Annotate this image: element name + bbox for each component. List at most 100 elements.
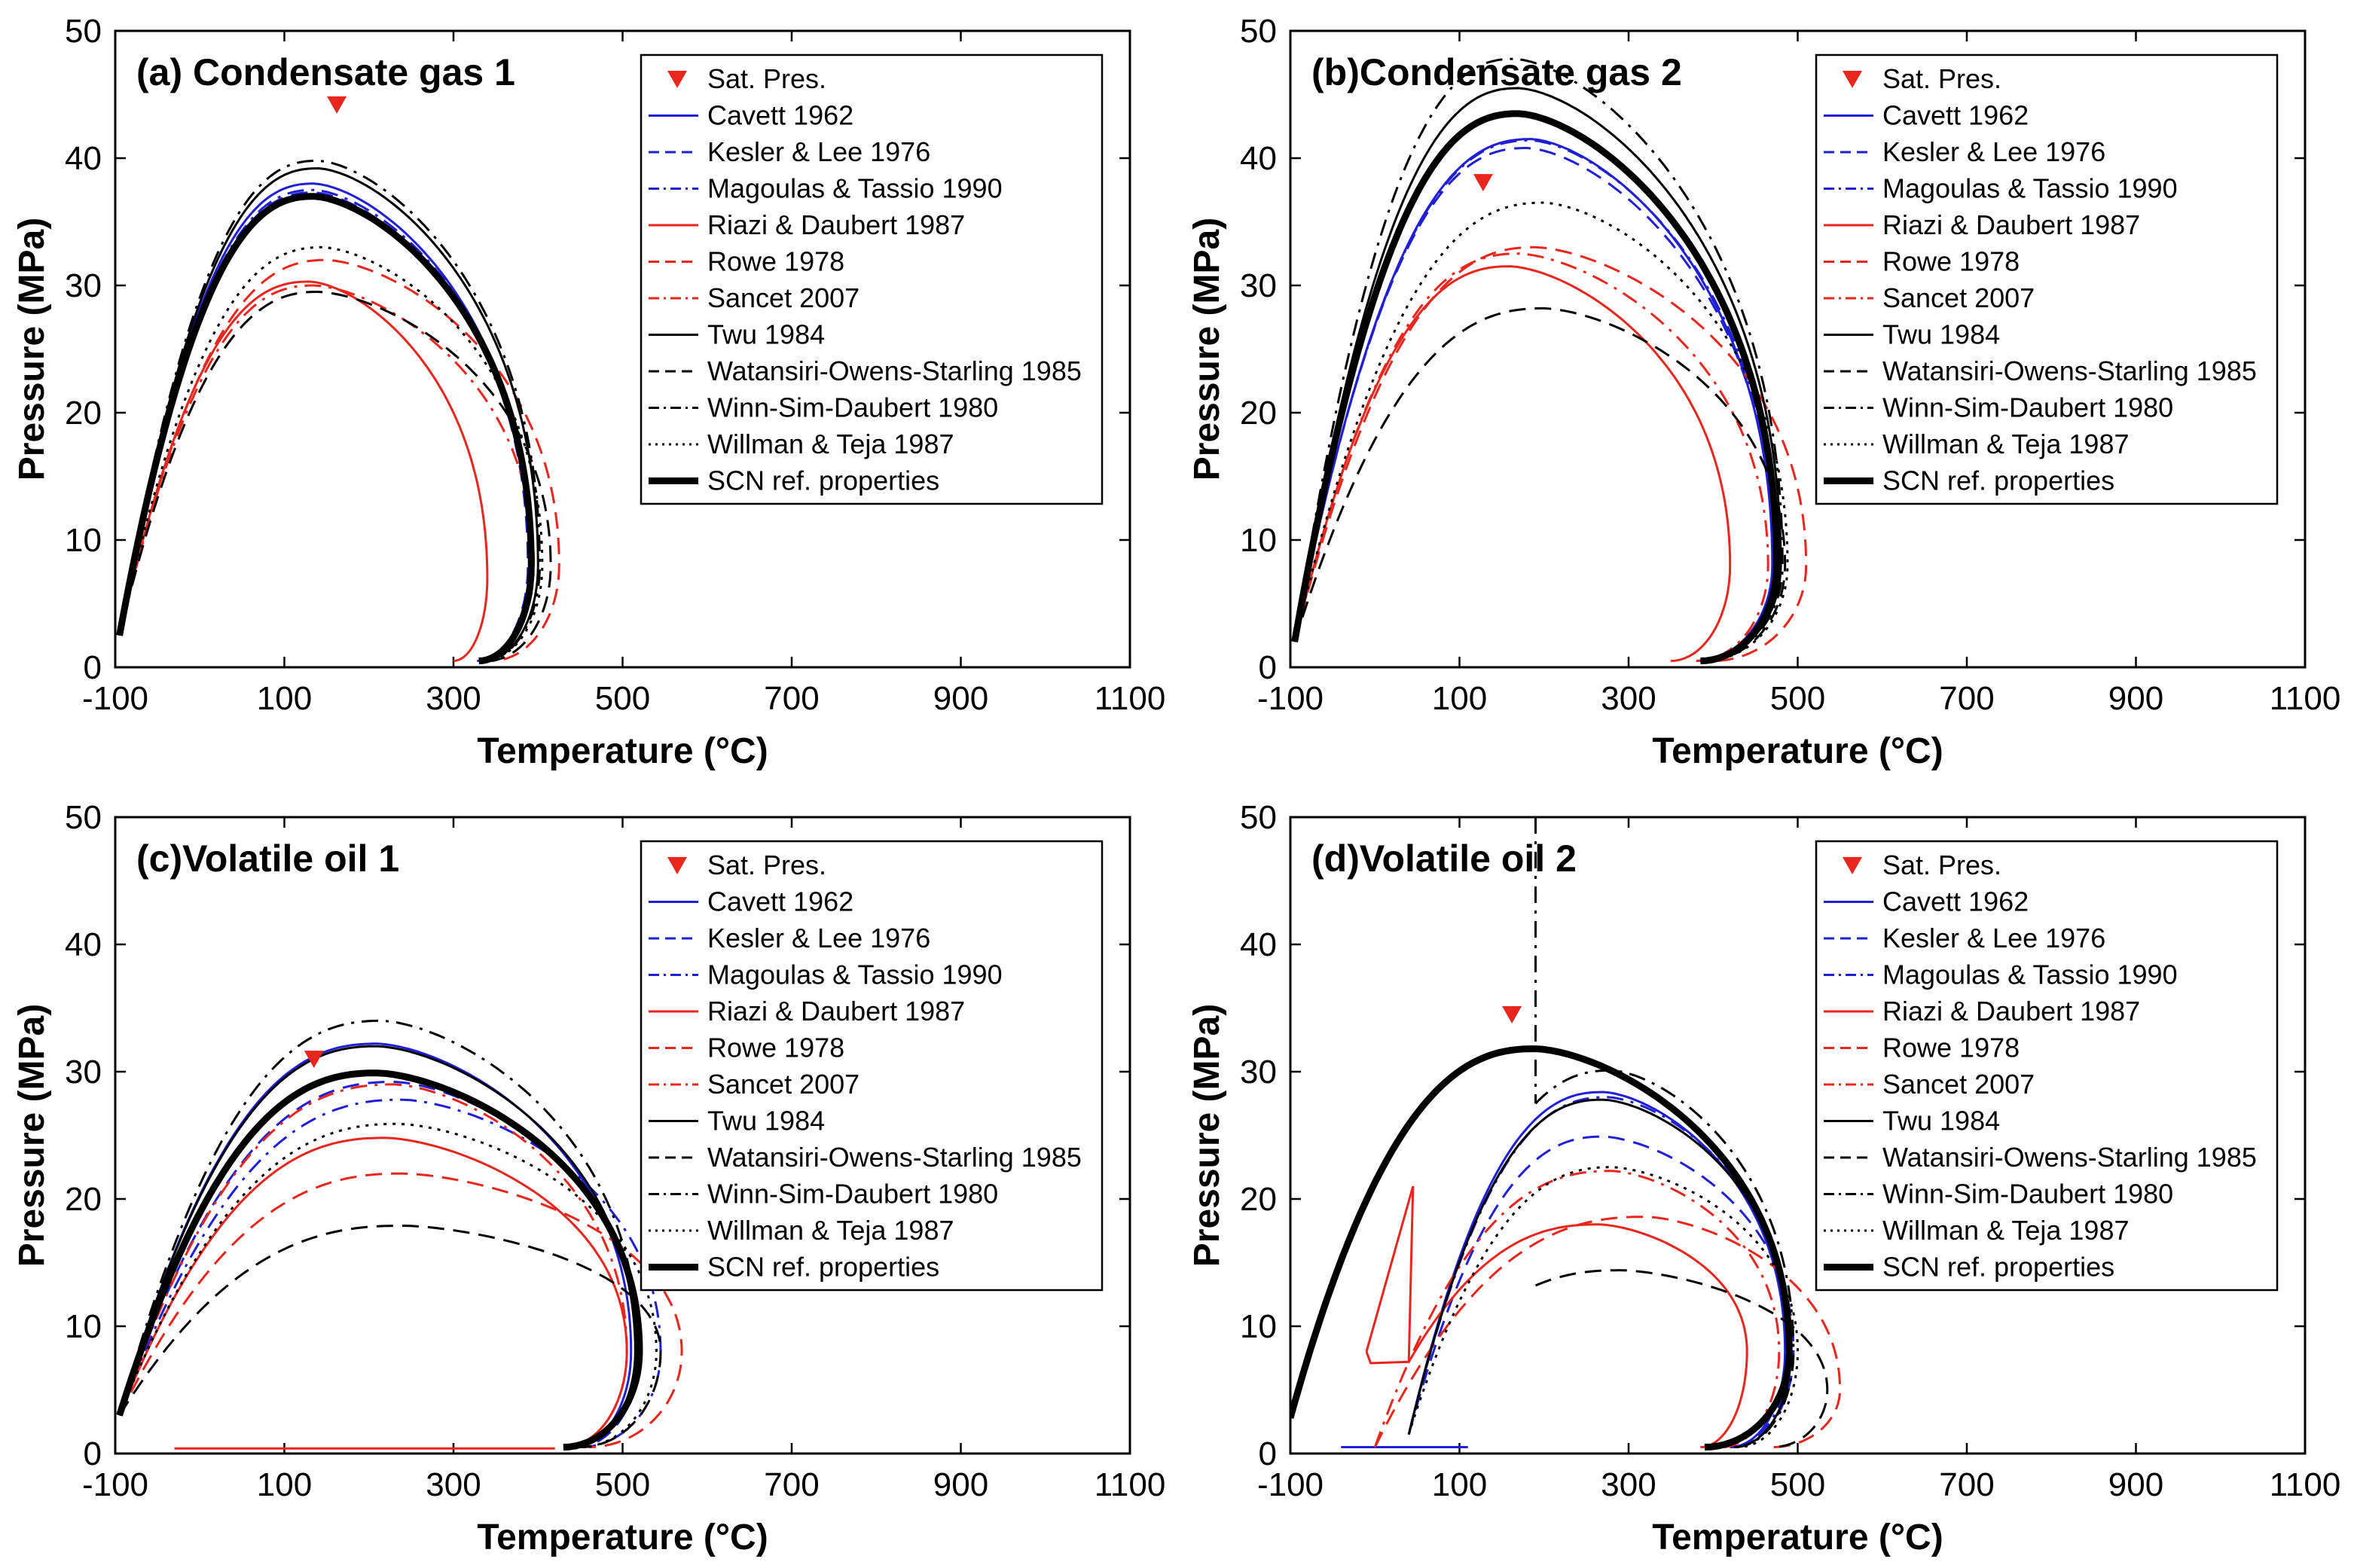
y-tick-label: 40: [1240, 926, 1277, 963]
legend-label: Rowe 1978: [707, 246, 844, 277]
y-tick-label: 0: [1259, 649, 1277, 686]
legend-label: Sancet 2007: [1882, 1069, 2035, 1100]
x-tick-label: 500: [595, 1466, 650, 1503]
y-tick-label: 20: [1240, 1181, 1277, 1218]
legend-label: Cavett 1962: [1882, 886, 2029, 917]
panel-title: (d)Volatile oil 2: [1311, 837, 1577, 880]
axes-frame: [1289, 29, 2307, 669]
panel-title: (a) Condensate gas 1: [136, 51, 515, 93]
legend-label: Riazi & Daubert 1987: [707, 996, 965, 1027]
legend-label: Watansiri-Owens-Starling 1985: [1882, 1142, 2257, 1173]
legend-label: Willman & Teja 1987: [1882, 1215, 2130, 1246]
legend-label: Winn-Sim-Daubert 1980: [1882, 392, 2173, 423]
x-tick-label: 700: [1939, 1466, 1994, 1503]
x-tick-label: 900: [2108, 1466, 2163, 1503]
legend-label: Winn-Sim-Daubert 1980: [707, 1179, 998, 1210]
x-tick-label: 300: [1601, 680, 1656, 717]
legend-label: SCN ref. properties: [1882, 465, 2114, 496]
legend-label: SCN ref. properties: [707, 465, 939, 496]
axes-frame: [114, 29, 1131, 669]
series-line-4: [1293, 265, 1732, 662]
x-axis-title: Temperature (°C): [1652, 731, 1943, 771]
legend-marker: [667, 857, 687, 874]
legend-box: [1815, 53, 2279, 505]
y-tick-label: 50: [65, 13, 102, 50]
legend: Sat. Pres. Cavett 1962 Kesler & Lee 1976 Ma…: [1815, 840, 2279, 1292]
y-tick-label: 30: [65, 267, 102, 304]
y-tick-label: 50: [1240, 799, 1277, 836]
series-segment-4: [1365, 1185, 1415, 1365]
y-tick-label: 0: [1259, 1435, 1277, 1472]
legend-marker: [667, 71, 687, 88]
chart-panel-3: -100 100 300 500 700 900 1100 0 10 20 30 40 50 Temper…: [12, 799, 1165, 1557]
legend-label: Cavett 1962: [707, 886, 853, 917]
y-axis-title: Pressure (MPa): [1187, 1004, 1227, 1267]
legend-box: [1815, 840, 2279, 1292]
series-line-11: [1290, 1045, 1793, 1451]
legend-label: Kesler & Lee 1976: [707, 923, 930, 953]
x-tick-label: 100: [1432, 1466, 1487, 1503]
y-tick-label: 50: [65, 799, 102, 836]
legend-box: [640, 840, 1104, 1292]
y-axis-title: Pressure (MPa): [12, 1004, 52, 1267]
legend-label: Rowe 1978: [707, 1033, 844, 1063]
series-line-10: [118, 246, 544, 662]
legend-label: Cavett 1962: [1882, 100, 2029, 131]
legend-label: Riazi & Daubert 1987: [1882, 996, 2140, 1027]
legend-label: Sat. Pres.: [707, 63, 826, 94]
x-tick-label: 300: [1601, 1466, 1656, 1503]
series-group: [1291, 57, 1808, 664]
series-line-5: [1373, 1216, 1842, 1448]
series-line-1: [1407, 1091, 1787, 1448]
sat-pres-marker: [1473, 174, 1493, 192]
x-tick-label: 700: [1939, 680, 1994, 717]
legend-label: Watansiri-Owens-Starling 1985: [1882, 355, 2257, 386]
y-tick-label: 10: [1240, 522, 1277, 559]
series-line-6: [118, 1083, 628, 1448]
legend-label: Sancet 2007: [707, 1069, 859, 1100]
x-tick-label: 900: [933, 680, 988, 717]
legend-label: Cavett 1962: [707, 100, 853, 131]
series-group: [1290, 817, 1842, 1451]
legend-marker: [1843, 71, 1862, 88]
y-tick-label: 30: [1240, 267, 1277, 304]
legend-label: Riazi & Daubert 1987: [1882, 209, 2140, 240]
y-tick-label: 10: [65, 522, 102, 559]
legend-label: Watansiri-Owens-Starling 1985: [707, 355, 1082, 386]
axes-frame: [1289, 816, 2307, 1455]
series-line-3: [1407, 1096, 1791, 1448]
legend-label: Willman & Teja 1987: [1882, 429, 2130, 459]
series-line-10: [118, 1122, 658, 1448]
y-tick-label: 30: [65, 1054, 102, 1091]
legend: Sat. Pres. Cavett 1962 Kesler & Lee 1976 Ma…: [640, 53, 1104, 505]
series-line-1: [1293, 138, 1774, 662]
chart-panel-2: -100 100 300 500 700 900 1100 0 10 20 30 40 50 Temper…: [1187, 13, 2340, 771]
y-tick-label: 0: [84, 649, 102, 686]
legend-label: Twu 1984: [707, 1106, 825, 1136]
series-group: [116, 159, 560, 664]
series-line-7: [1293, 87, 1782, 662]
legend: Sat. Pres. Cavett 1962 Kesler & Lee 1976 Ma…: [640, 840, 1104, 1292]
sat-pres-marker: [327, 96, 347, 114]
series-line-10: [1293, 201, 1789, 662]
series-line-5: [1293, 246, 1808, 662]
legend-label: Magoulas & Tassio 1990: [707, 173, 1003, 204]
x-axis-title: Temperature (°C): [477, 1518, 768, 1557]
series-line-4: [118, 1136, 628, 1448]
legend-label: Kesler & Lee 1976: [707, 136, 930, 167]
y-tick-label: 30: [1240, 1054, 1277, 1091]
y-tick-label: 40: [1240, 140, 1277, 177]
panel-title: (b)Condensate gas 2: [1311, 51, 1682, 93]
series-line-1: [118, 1042, 633, 1448]
legend-label: Sat. Pres.: [1882, 850, 2001, 880]
y-tick-label: 50: [1240, 13, 1277, 50]
series-group: [116, 1019, 683, 1451]
panel-title: (c)Volatile oil 1: [136, 837, 399, 880]
series-line-9: [1293, 57, 1784, 662]
legend-label: SCN ref. properties: [707, 1252, 939, 1283]
x-tick-label: 100: [1432, 680, 1487, 717]
x-tick-label: 500: [1770, 680, 1825, 717]
series-line-8: [118, 291, 552, 662]
series-line-4: [1407, 1223, 1748, 1448]
y-axis-title: Pressure (MPa): [12, 218, 52, 480]
